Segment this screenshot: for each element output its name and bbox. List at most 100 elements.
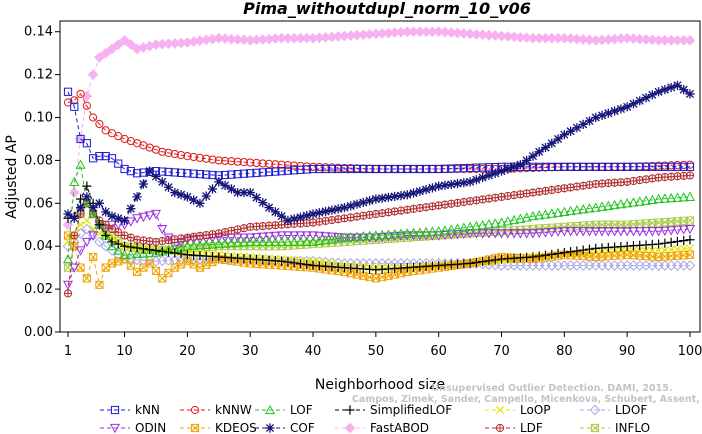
- data-point-cof: [446, 179, 456, 190]
- data-point-cof: [126, 204, 136, 214]
- data-point-odin: [659, 226, 670, 237]
- legend-item-knnw: kNNW: [180, 403, 252, 417]
- data-point-cof: [195, 198, 205, 208]
- data-point-lof: [565, 205, 576, 216]
- data-point-knn: [472, 163, 481, 172]
- data-point-knn: [70, 102, 79, 111]
- data-point-cof: [635, 96, 645, 106]
- data-point-knn: [384, 164, 393, 174]
- data-point-simplifiedlof: [138, 244, 148, 254]
- data-point-odin: [678, 225, 689, 235]
- data-point-cof: [88, 203, 98, 213]
- data-point-odin: [264, 232, 275, 242]
- data-point-lof: [182, 240, 193, 251]
- data-point-odin: [245, 233, 256, 243]
- data-point-lof: [345, 231, 356, 242]
- data-point-cof: [189, 195, 199, 205]
- data-point-knn: [252, 168, 261, 177]
- legend-item-simplifiedlof: SimplifiedLOF: [335, 403, 452, 417]
- data-point-lof: [402, 228, 413, 238]
- x-tick-label: 100: [678, 344, 702, 359]
- data-point-cof: [685, 89, 695, 99]
- data-point-lof: [125, 249, 136, 259]
- data-point-knnw: [239, 158, 249, 167]
- data-point-cof: [578, 119, 588, 129]
- data-point-lof: [251, 236, 262, 247]
- data-point-knn: [334, 164, 343, 174]
- data-point-cof: [672, 80, 683, 90]
- data-point-cof: [666, 82, 676, 93]
- data-point-knn: [76, 134, 85, 144]
- data-point-knnw: [264, 159, 274, 168]
- data-point-kdeos: [89, 252, 98, 262]
- data-point-simplifiedlof: [484, 256, 494, 266]
- data-point-simplifiedlof: [660, 238, 670, 248]
- data-point-odin: [132, 214, 143, 224]
- data-point-lof: [628, 197, 639, 207]
- data-point-cof: [226, 184, 236, 194]
- watermark-line-1: Unsupervised Outlier Detection. DAMI, 20…: [432, 383, 673, 394]
- data-point-knn: [679, 162, 688, 171]
- data-point-odin: [559, 227, 570, 237]
- data-point-cof: [390, 191, 400, 202]
- data-point-lof: [515, 213, 526, 223]
- data-point-lof: [666, 192, 677, 203]
- data-point-lof: [483, 219, 494, 229]
- data-point-simplifiedlof: [653, 239, 664, 249]
- data-point-odin: [521, 229, 532, 239]
- data-point-lof: [452, 223, 463, 233]
- data-point-cof: [641, 93, 651, 103]
- x-tick-label: 70: [493, 344, 510, 359]
- data-point-odin: [509, 229, 520, 239]
- data-point-odin: [578, 227, 589, 237]
- legend-marker-loop: [495, 405, 505, 415]
- data-point-cof: [547, 138, 557, 148]
- data-point-knn: [390, 164, 399, 174]
- legend-item-knn: kNN: [100, 403, 160, 417]
- data-point-knn: [597, 162, 607, 171]
- data-point-odin: [546, 227, 557, 238]
- legend-marker-inflo: [590, 423, 600, 433]
- data-point-lof: [490, 218, 501, 228]
- data-point-odin: [88, 231, 99, 241]
- data-point-odin: [314, 231, 325, 242]
- series-lof: [62, 159, 696, 264]
- data-point-simplifiedlof: [94, 220, 105, 230]
- data-point-lof: [615, 198, 626, 209]
- data-point-knnw: [82, 101, 91, 110]
- data-point-lof: [603, 200, 614, 210]
- x-tick-label: 40: [305, 344, 322, 359]
- data-point-knn: [258, 168, 267, 177]
- data-point-odin: [666, 226, 677, 236]
- data-point-lof: [509, 214, 520, 225]
- legend-label-fastabod: FastABOD: [370, 421, 429, 434]
- data-point-kdeos: [95, 280, 104, 289]
- data-point-simplifiedlof: [289, 258, 299, 268]
- data-point-cof: [113, 213, 123, 223]
- data-point-knn: [660, 162, 669, 171]
- data-point-lof: [395, 228, 407, 238]
- data-point-simplifiedlof: [553, 248, 563, 259]
- data-point-knnw: [164, 148, 173, 158]
- data-point-knn: [415, 164, 424, 174]
- data-point-odin: [232, 233, 243, 243]
- data-point-knn: [158, 167, 167, 176]
- data-point-knn: [296, 165, 305, 174]
- data-point-cof: [63, 209, 73, 219]
- data-point-knnw: [233, 157, 242, 166]
- data-point-odin: [433, 231, 444, 241]
- legend-label-ldf: LDF: [520, 421, 543, 434]
- data-point-simplifiedlof: [75, 194, 86, 204]
- data-point-cof: [610, 106, 620, 116]
- data-point-cof: [314, 208, 324, 218]
- y-tick-label: 0.04: [24, 239, 53, 254]
- data-point-odin: [515, 229, 526, 239]
- data-point-lof: [264, 236, 275, 247]
- data-point-ldof: [112, 249, 124, 261]
- data-point-cof: [465, 177, 475, 187]
- data-point-cof: [490, 168, 500, 178]
- legend-item-loop: LoOP: [485, 403, 551, 417]
- data-point-cof: [503, 164, 513, 174]
- data-point-simplifiedlof: [170, 248, 180, 258]
